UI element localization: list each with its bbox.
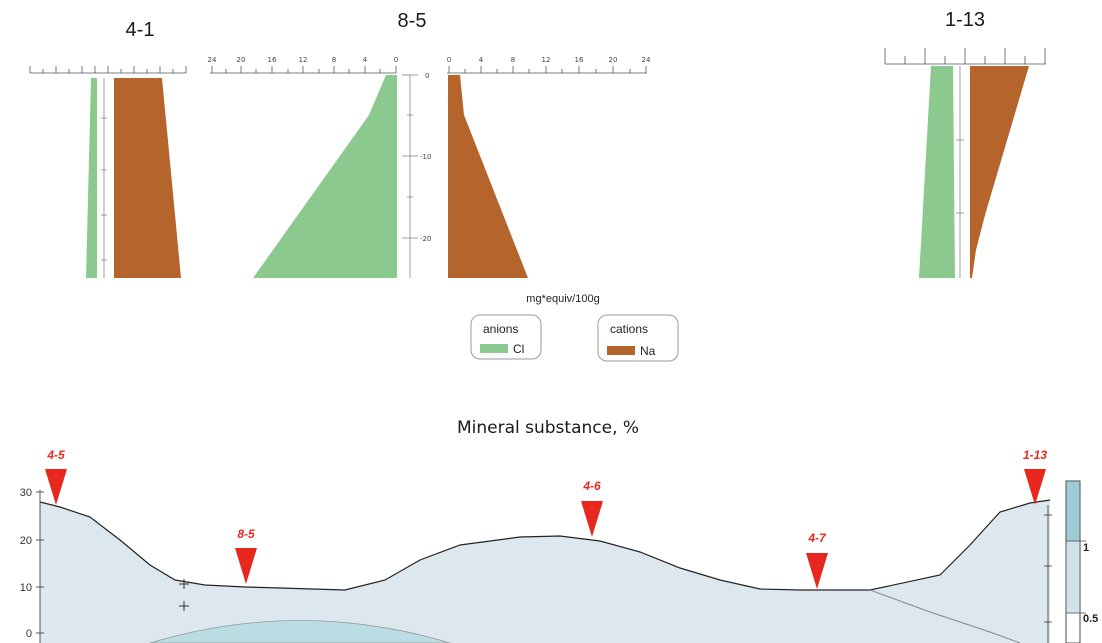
well-marker: 4-5 (45, 448, 67, 505)
section-surface-line (39, 499, 1051, 591)
well-label: 4-5 (46, 448, 65, 462)
legend-anions-swatch (480, 344, 508, 353)
tick-label: 4 (479, 56, 484, 64)
well-marker: 8-5 (235, 527, 257, 584)
depth-tick-label: -10 (420, 153, 431, 161)
well-marker: 4-7 (806, 531, 828, 589)
y-tick-label: 20 (20, 535, 32, 547)
legend-unit: mg*equiv/100g (526, 293, 599, 305)
depth-tick-label: 0 (425, 72, 429, 80)
sample-crosses (179, 579, 189, 611)
top-scale-8-5-anions: 24 20 16 12 8 4 0 (208, 56, 398, 74)
scale-label: 1 (1083, 542, 1089, 554)
diagram-title-8-5: 8-5 (398, 10, 427, 32)
tick-label: 24 (642, 56, 651, 64)
well-marker: 4-6 (581, 479, 603, 537)
section-y-axis (36, 490, 44, 643)
na-profile-4-1 (114, 78, 181, 278)
well-marker-icon (45, 469, 67, 505)
section-lens (149, 620, 451, 643)
na-profile-1-13 (970, 66, 1029, 278)
tick-label: 20 (237, 56, 246, 64)
cl-profile-4-1 (86, 78, 97, 278)
diagram-4-1: 4-1 (29, 19, 187, 278)
section-title: Mineral substance, % (457, 418, 639, 438)
well-marker-icon (806, 553, 828, 589)
tick-label: 20 (609, 56, 618, 64)
tick-label: 12 (542, 56, 551, 64)
tick-label: 16 (575, 56, 584, 64)
y-tick-label: 0 (26, 628, 32, 640)
well-label: 4-7 (807, 531, 827, 545)
diagram-8-5: 8-5 24 20 16 12 8 4 0 (208, 10, 651, 278)
tick-label: 16 (268, 56, 277, 64)
legend-anions-label: anions (483, 322, 518, 336)
depth-ticks-1-13 (956, 139, 964, 214)
legend-anions: anions Cl (470, 314, 542, 360)
tick-label: 8 (332, 56, 336, 64)
well-label: 8-5 (237, 527, 255, 541)
depth-tick-label: -20 (420, 235, 431, 243)
tick-label: 12 (299, 56, 308, 64)
well-label: 1-13 (1023, 448, 1047, 462)
well-marker-icon (235, 548, 257, 584)
tick-label: 8 (511, 56, 515, 64)
legend-anions-item: Cl (513, 342, 524, 356)
tick-label: 24 (208, 56, 217, 64)
section-fill (40, 500, 1050, 643)
top-scale-1-13 (884, 48, 1046, 65)
well-marker-icon (1024, 469, 1046, 505)
section-right-axis (1044, 505, 1052, 643)
legend-cations: cations Na (597, 314, 679, 362)
legend-cations-swatch (607, 346, 635, 355)
well-label: 4-6 (582, 479, 601, 493)
cross-section: Mineral substance, % 30 20 10 0 (20, 418, 1098, 643)
na-profile-8-5 (448, 75, 528, 278)
tick-label: 0 (394, 56, 398, 64)
legend-cations-label: cations (610, 322, 648, 336)
cl-profile-1-13 (919, 66, 955, 278)
diagram-title-4-1: 4-1 (126, 19, 155, 41)
diagram-1-13: 1-13 (884, 9, 1046, 278)
legend-cations-item: Na (640, 344, 656, 358)
tick-label: 0 (447, 56, 451, 64)
depth-ticks-8-5 (402, 74, 418, 239)
top-scale-4-1 (29, 66, 187, 74)
well-marker: 1-13 (1023, 448, 1047, 505)
cl-profile-8-5 (253, 75, 397, 278)
legend: mg*equiv/100g anions Cl cations Na (470, 293, 679, 362)
top-scale-8-5-cations: 0 4 8 12 16 20 24 (447, 56, 651, 74)
section-lower-boundary (869, 589, 1021, 643)
scale-label: 0.5 (1083, 613, 1098, 625)
section-color-scale (1065, 480, 1086, 643)
depth-ticks-4-1 (101, 117, 107, 261)
y-tick-label: 30 (20, 487, 32, 499)
y-tick-label: 10 (20, 582, 32, 594)
tick-label: 4 (363, 56, 368, 64)
diagram-title-1-13: 1-13 (945, 9, 985, 31)
well-marker-icon (581, 501, 603, 537)
